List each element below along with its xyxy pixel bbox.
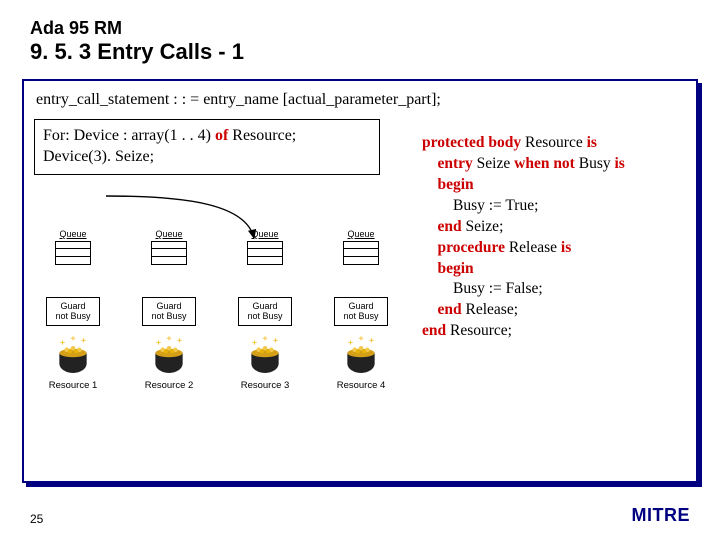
queue-label: Queue <box>251 229 278 239</box>
queue-slots <box>247 241 283 265</box>
mitre-logo: MITRE <box>632 505 691 526</box>
kw: begin <box>422 176 474 193</box>
queue-slot <box>343 241 379 249</box>
resource-label: Resource 1 <box>49 380 98 391</box>
code-txt: Resource; <box>446 322 512 339</box>
queue-slot <box>343 249 379 257</box>
page-number: 25 <box>30 512 43 526</box>
example-box: For: Device : array(1 . . 4) of Resource… <box>34 119 380 175</box>
pot-of-gold-icon <box>340 332 382 374</box>
code-txt: Release; <box>462 301 518 318</box>
kw: when not <box>514 155 575 172</box>
resources-row: Queue Guardnot Busy Resource 1 Queue Guardn… <box>38 229 396 391</box>
code-block: protected body Resource is entry Seize w… <box>422 133 684 342</box>
queue-slot <box>247 241 283 249</box>
kw: is <box>587 134 597 151</box>
code-txt: Seize; <box>462 218 504 235</box>
code-txt: Busy := True; <box>422 197 538 214</box>
queue-slots <box>343 241 379 265</box>
kw: end <box>422 322 446 339</box>
guard-box: Guardnot Busy <box>142 297 196 326</box>
content-frame: entry_call_statement : : = entry_name [a… <box>22 79 698 483</box>
resource-column: Queue Guardnot Busy Resource 4 <box>326 229 396 391</box>
kw: entry <box>422 155 473 172</box>
pot-of-gold-icon <box>52 332 94 374</box>
for-line1-pre: For: Device : array(1 . . 4) <box>43 127 215 144</box>
syntax-rule: entry_call_statement : : = entry_name [a… <box>36 91 686 109</box>
queue-slot <box>151 241 187 249</box>
queue-label: Queue <box>347 229 374 239</box>
kw: begin <box>422 260 474 277</box>
queue-slot <box>55 249 91 257</box>
queue-label: Queue <box>59 229 86 239</box>
code-txt: Resource <box>521 134 586 151</box>
resource-label: Resource 3 <box>241 380 290 391</box>
kw: is <box>614 155 624 172</box>
pot-of-gold-icon <box>244 332 286 374</box>
queue-slot <box>343 257 379 265</box>
resource-label: Resource 4 <box>337 380 386 391</box>
queue-slots <box>55 241 91 265</box>
queue-slot <box>55 257 91 265</box>
title-line-2: 9. 5. 3 Entry Calls - 1 <box>30 39 690 65</box>
queue-slot <box>247 249 283 257</box>
code-txt: Seize <box>473 155 514 172</box>
resource-column: Queue Guardnot Busy Resource 3 <box>230 229 300 391</box>
kw-of: of <box>215 127 228 144</box>
for-line1-post: Resource; <box>228 127 296 144</box>
queue-slot <box>151 257 187 265</box>
code-txt: Busy <box>575 155 615 172</box>
pot-of-gold-icon <box>148 332 190 374</box>
kw: protected body <box>422 134 521 151</box>
slide-footer: 25 MITRE <box>30 505 690 526</box>
for-line2: Device(3). Seize; <box>43 148 154 165</box>
resource-column: Queue Guardnot Busy Resource 1 <box>38 229 108 391</box>
queue-slot <box>55 241 91 249</box>
queue-label: Queue <box>155 229 182 239</box>
guard-box: Guardnot Busy <box>334 297 388 326</box>
guard-box: Guardnot Busy <box>238 297 292 326</box>
kw: end <box>422 218 462 235</box>
kw: procedure <box>422 239 505 256</box>
guard-box: Guardnot Busy <box>46 297 100 326</box>
queue-slot <box>247 257 283 265</box>
title-line-1: Ada 95 RM <box>30 18 690 39</box>
code-txt: Release <box>505 239 561 256</box>
resource-label: Resource 2 <box>145 380 194 391</box>
slide-header: Ada 95 RM 9. 5. 3 Entry Calls - 1 <box>0 0 720 73</box>
queue-slot <box>151 249 187 257</box>
code-txt: Busy := False; <box>422 280 543 297</box>
resource-column: Queue Guardnot Busy Resource 2 <box>134 229 204 391</box>
kw: end <box>422 301 462 318</box>
queue-slots <box>151 241 187 265</box>
kw: is <box>561 239 571 256</box>
